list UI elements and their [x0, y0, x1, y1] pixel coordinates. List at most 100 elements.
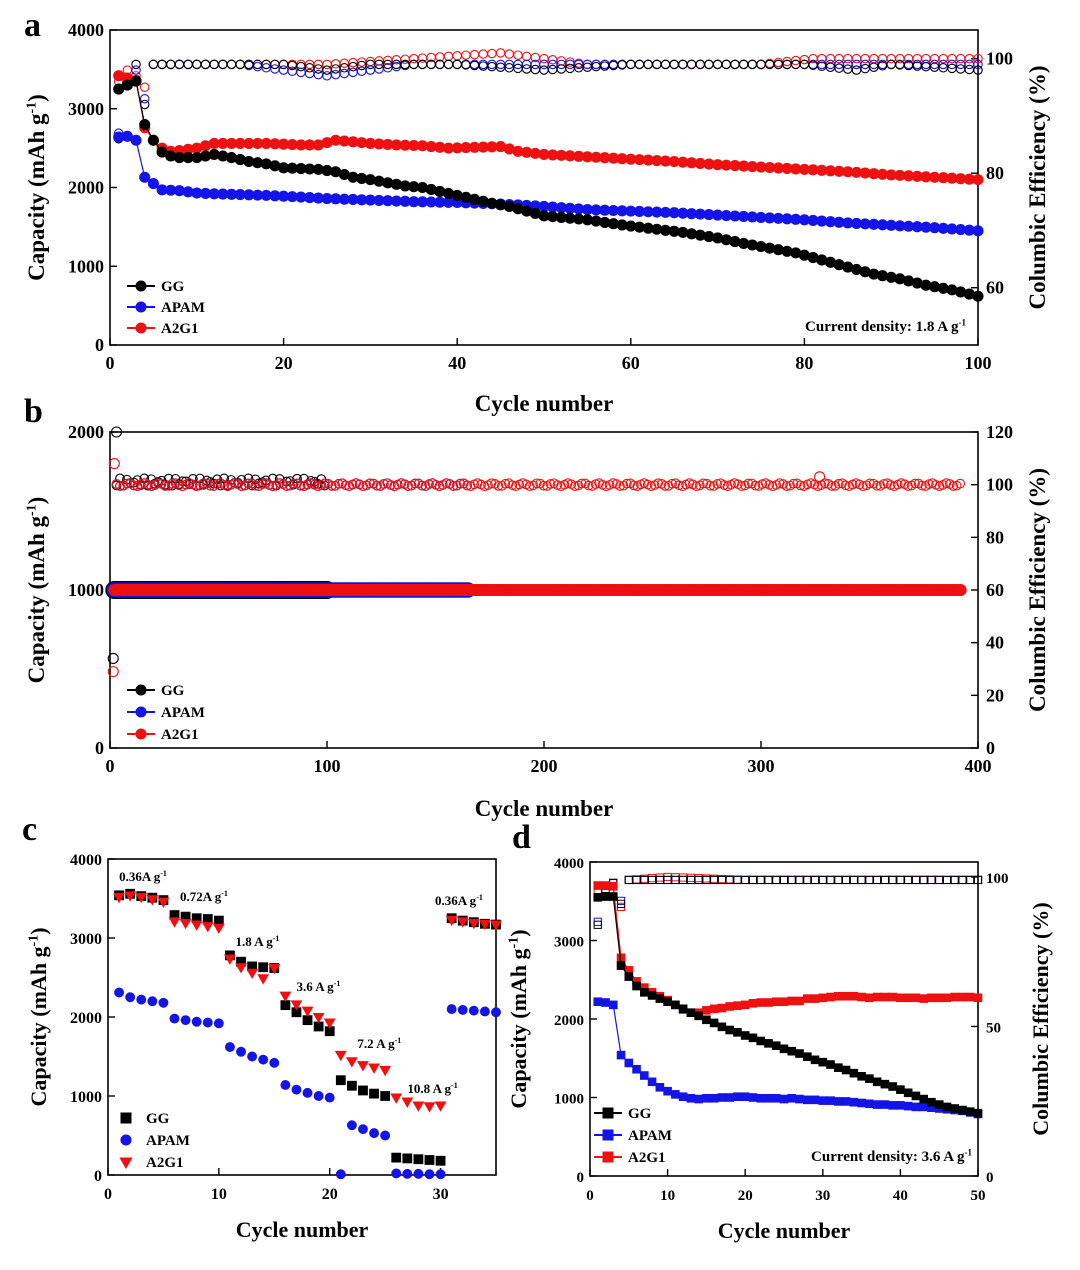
efficiency-point-APAM	[973, 59, 983, 70]
capacity-point-APAM	[125, 992, 136, 1003]
capacity-point-A2G1	[849, 991, 859, 1001]
efficiency-point-GG	[617, 60, 627, 70]
capacity-point-A2G1	[973, 993, 983, 1003]
capacity-point-GG	[402, 1153, 413, 1164]
efficiency-point-GG	[738, 59, 749, 70]
efficiency-point-APAM	[841, 875, 851, 885]
efficiency-point-GG	[919, 875, 928, 885]
efficiency-point-APAM	[139, 93, 150, 104]
capacity-point-GG	[764, 1039, 773, 1048]
efficiency-point-A2G1	[917, 480, 927, 491]
efficiency-point-A2G1	[935, 875, 944, 885]
efficiency-point-GG	[678, 59, 688, 70]
x-tick-label: 30	[815, 1188, 830, 1204]
efficiency-point-A2G1	[417, 480, 427, 491]
efficiency-point-APAM	[935, 875, 944, 885]
capacity-point-A2G1	[725, 1002, 734, 1011]
x-tick-label: 10	[660, 1188, 675, 1204]
efficiency-point-GG	[795, 875, 804, 885]
efficiency-point-A2G1	[803, 875, 812, 885]
x-tick-label: 20	[738, 1188, 753, 1204]
efficiency-point-A2G1	[911, 875, 921, 885]
panel-a: 0 20 40 60 80 100010002000300040006080100Colu…	[24, 20, 1050, 416]
efficiency-point-GG	[942, 875, 952, 885]
capacity-point-APAM	[849, 1097, 859, 1107]
efficiency-point-A2G1	[622, 478, 632, 489]
capacity-point-A2G1	[478, 919, 491, 931]
capacity-point-APAM	[130, 134, 142, 146]
panel-letter-c: c	[22, 811, 37, 848]
capacity-point-APAM	[748, 1093, 758, 1102]
capacity-point-GG	[702, 1015, 711, 1025]
panel-letter-b: b	[24, 393, 43, 430]
capacity-point-A2G1	[795, 996, 804, 1006]
efficiency-point-GG	[443, 59, 454, 70]
capacity-point-A2G1	[717, 1003, 727, 1013]
efficiency-point-APAM	[904, 875, 913, 885]
efficiency-point-APAM	[911, 875, 921, 885]
efficiency-point-GG	[157, 59, 167, 70]
capacity-point-A2G1	[702, 1006, 711, 1015]
x-tick-label: 300	[748, 756, 775, 776]
capacity-point-APAM	[616, 1050, 626, 1060]
capacity-point-A2G1	[423, 1102, 436, 1113]
capacity-point-APAM	[169, 1013, 180, 1024]
y-tick-label: 0	[95, 738, 104, 758]
capacity-point-GG	[213, 915, 224, 926]
capacity-point-A2G1	[368, 1063, 380, 1074]
capacity-point-APAM	[678, 1092, 688, 1102]
capacity-point-GG	[671, 1000, 680, 1010]
efficiency-point-A2G1	[973, 53, 983, 64]
x-tick-label: 60	[622, 353, 640, 373]
capacity-point-GG	[313, 1021, 324, 1032]
efficiency-point-A2G1	[799, 54, 810, 65]
capacity-point-A2G1	[857, 992, 866, 1002]
capacity-point-GG	[624, 972, 634, 981]
y2-tick-label: 60	[986, 580, 1004, 600]
capacity-point-APAM	[880, 1100, 890, 1109]
efficiency-point-A2G1	[160, 481, 170, 491]
capacity-point-A2G1	[246, 968, 259, 980]
efficiency-point-A2G1	[443, 51, 454, 62]
capacity-point-APAM	[671, 1090, 680, 1099]
efficiency-point-A2G1	[955, 478, 966, 489]
capacity-point-A2G1	[896, 993, 905, 1003]
capacity-point-GG	[958, 1105, 967, 1115]
capacity-point-GG	[139, 118, 151, 131]
efficiency-point-GG	[721, 59, 732, 70]
capacity-point-A2G1	[312, 1012, 325, 1024]
efficiency-point-APAM	[865, 875, 874, 885]
capacity-point-APAM	[911, 1102, 921, 1112]
efficiency-point-A2G1	[679, 873, 688, 882]
y-tick-label: 2000	[68, 178, 104, 198]
efficiency-point-A2G1	[795, 480, 806, 491]
capacity-point-GG	[872, 1077, 882, 1087]
capacity-point-APAM	[247, 1051, 258, 1062]
capacity-point-APAM	[702, 1093, 711, 1103]
capacity-point-APAM	[413, 1168, 424, 1179]
efficiency-point-APAM	[826, 875, 835, 885]
capacity-point-A2G1	[810, 994, 820, 1003]
capacity-point-APAM	[733, 1092, 742, 1102]
efficiency-point-APAM	[873, 875, 882, 885]
legend-label: APAM	[161, 705, 205, 721]
efficiency-point-A2G1	[795, 875, 804, 885]
efficiency-point-A2G1	[167, 478, 177, 489]
efficiency-point-A2G1	[212, 479, 223, 489]
capacity-point-A2G1	[490, 920, 502, 931]
capacity-point-APAM	[841, 1097, 851, 1106]
efficiency-point-A2G1	[624, 875, 633, 885]
efficiency-point-A2G1	[904, 875, 913, 885]
efficiency-point-GG	[669, 59, 679, 70]
capacity-point-APAM	[694, 1094, 703, 1104]
capacity-point-APAM	[491, 1007, 501, 1018]
legend-marker	[135, 280, 147, 292]
capacity-point-GG	[841, 1065, 851, 1075]
capacity-point-A2G1	[771, 997, 781, 1007]
x-axis-label: Cycle number	[718, 1218, 851, 1243]
capacity-point-APAM	[655, 1082, 665, 1092]
capacity-point-APAM	[818, 1096, 828, 1105]
efficiency-point-A2G1	[910, 478, 920, 489]
capacity-point-APAM	[302, 1087, 313, 1098]
capacity-point-APAM	[709, 1093, 719, 1103]
